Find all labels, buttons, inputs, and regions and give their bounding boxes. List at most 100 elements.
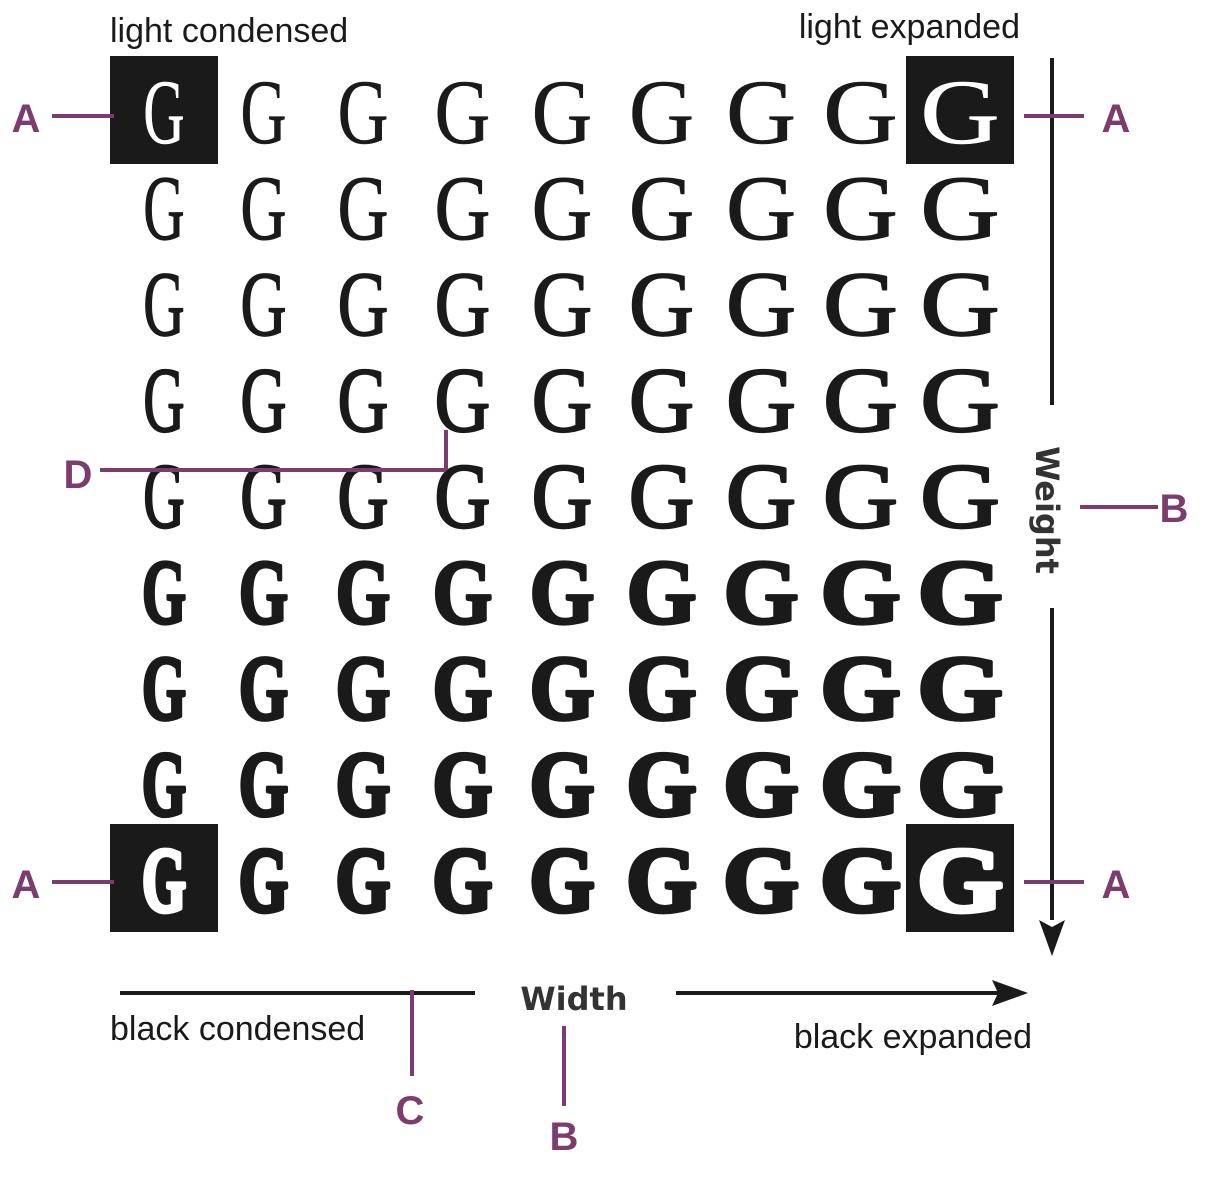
glyph-g-r4-c6: G [629, 349, 694, 451]
glyph-g-r1-c6: G [629, 61, 694, 163]
glyph-g-r6-c4: G [433, 542, 493, 644]
glyph-g-r3-c7: G [726, 254, 796, 355]
glyph-g-r4-c1: G [143, 349, 184, 451]
glyph-g-r5-c4: G [435, 446, 491, 548]
glyph-g-r7-c6: G [626, 637, 696, 739]
black-condensed-label: black condensed [110, 1010, 365, 1048]
glyph-g-r8-c5: G [529, 734, 594, 835]
callout-b-right: B [1160, 487, 1189, 531]
glyph-g-r9-c3: G [336, 829, 391, 931]
glyph-g-r4-c2: G [240, 350, 286, 452]
glyph-g-r5-c3: G [338, 445, 389, 547]
glyph-g-r2-c9: G [920, 157, 1000, 259]
glyph-g-r1-c1: G [143, 61, 184, 163]
glyph-g-r2-c1: G [143, 157, 184, 259]
glyph-g-r3-c2: G [240, 254, 286, 356]
glyph-g-r9-c1: G [142, 829, 186, 931]
glyph-g-r2-c3: G [338, 157, 389, 259]
glyph-g-r7-c8: G [820, 638, 901, 739]
glyph-g-r1-c3: G [338, 61, 389, 163]
callout-d: D [64, 453, 93, 497]
glyph-g-r7-c4: G [433, 638, 493, 740]
glyph-g-r6-c8: G [820, 542, 901, 643]
glyph-g-r7-c2: G [239, 638, 289, 740]
callout-a-bottom-left: A [12, 863, 41, 907]
glyph-g-r1-c8: G [823, 62, 898, 163]
callout-c: C [396, 1089, 425, 1133]
glyph-g-r9-c6: G [626, 829, 696, 931]
glyph-g-r8-c6: G [626, 733, 696, 835]
glyph-g-r6-c7: G [723, 542, 798, 643]
black-expanded-label: black expanded [794, 1018, 1032, 1056]
corner-box-top-left [110, 56, 218, 164]
width-axis-label: Width [520, 980, 627, 1018]
glyph-g-r7-c5: G [529, 638, 594, 739]
glyph-g-r3-c1: G [143, 253, 184, 355]
glyph-g-r9-c5: G [529, 830, 594, 931]
glyph-g-r3-c9: G [920, 253, 1000, 355]
width-axis-arrowhead [992, 980, 1028, 1006]
glyph-g-r9-c4: G [433, 830, 493, 932]
glyph-g-r8-c2: G [239, 734, 289, 836]
glyph-g-r3-c3: G [338, 253, 389, 355]
glyph-g-r6-c1: G [142, 541, 186, 643]
glyph-g-r5-c2: G [240, 446, 286, 548]
glyph-g-r3-c5: G [532, 254, 592, 355]
glyph-g-r1-c2: G [240, 62, 286, 164]
glyph-g-r3-c6: G [629, 253, 694, 355]
glyph-g-r5-c8: G [823, 446, 898, 547]
glyph-g-r8-c9: G [917, 733, 1003, 835]
glyph-g-r6-c6: G [626, 541, 696, 643]
glyph-g-r8-c8: G [820, 734, 901, 835]
light-expanded-label: light expanded [799, 8, 1020, 46]
glyph-g-r4-c4: G [435, 350, 491, 452]
glyph-g-r9-c8: G [820, 830, 901, 931]
glyph-g-r1-c9: G [920, 61, 1000, 163]
glyph-g-r8-c4: G [433, 734, 493, 836]
glyph-g-r7-c7: G [723, 638, 798, 739]
weight-axis-label: Weight [1028, 446, 1066, 574]
corner-box-bottom-right [906, 824, 1014, 932]
glyph-g-r2-c6: G [629, 157, 694, 259]
glyph-g-r7-c9: G [917, 637, 1003, 739]
callout-a-top-left: A [12, 97, 41, 141]
glyph-g-r8-c3: G [336, 733, 391, 835]
glyph-g-r1-c5: G [532, 62, 592, 163]
glyph-g-r6-c3: G [336, 541, 391, 643]
glyph-g-r5-c9: G [920, 445, 1000, 547]
glyph-g-r4-c8: G [823, 350, 898, 451]
glyph-g-r2-c7: G [726, 158, 796, 259]
glyph-g-r9-c2: G [239, 830, 289, 932]
glyph-g-r6-c5: G [529, 542, 594, 643]
glyph-g-r6-c2: G [239, 542, 289, 644]
callout-leaders [52, 114, 1158, 1106]
glyph-g-r2-c8: G [823, 158, 898, 259]
glyph-g-r2-c5: G [532, 158, 592, 259]
corner-box-bottom-left [110, 824, 218, 932]
glyph-g-r7-c3: G [336, 637, 391, 739]
glyph-g-r2-c2: G [240, 158, 286, 260]
glyph-g-r4-c7: G [726, 350, 796, 451]
glyph-g-r3-c4: G [435, 254, 491, 356]
glyph-g-r3-c8: G [823, 254, 898, 355]
glyph-g-r4-c3: G [338, 349, 389, 451]
callout-b-bottom: B [550, 1115, 579, 1159]
glyph-g-r7-c1: G [142, 637, 186, 739]
width-axis: Width [120, 980, 1028, 1018]
glyph-g-r1-c7: G [726, 62, 796, 163]
glyph-g-r9-c7: G [723, 830, 798, 931]
weight-axis: Weight [1028, 58, 1066, 956]
glyph-g-r2-c4: G [435, 158, 491, 260]
glyph-g-r8-c1: G [142, 733, 186, 835]
glyph-grid: G G G G G G G G GG G G G G G G G GG G G G G G G G GG G G G G G G G GG G G G… [110, 56, 1014, 934]
glyph-g-r5-c7: G [726, 446, 796, 547]
glyph-g-r5-c1: G [143, 445, 184, 547]
glyph-g-r6-c9: G [917, 541, 1003, 643]
light-condensed-label: light condensed [110, 12, 348, 50]
glyph-g-r5-c5: G [532, 446, 592, 547]
glyph-g-r4-c9: G [920, 349, 1000, 451]
glyph-g-r8-c7: G [723, 734, 798, 835]
weight-axis-arrowhead [1039, 920, 1065, 956]
corner-box-top-right [906, 56, 1014, 164]
